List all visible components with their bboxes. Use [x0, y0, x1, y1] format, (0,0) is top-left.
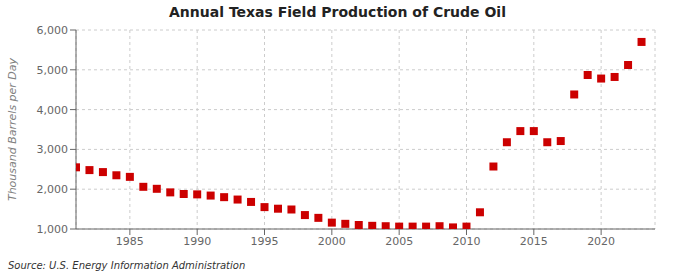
- html-text:Annual Texas Field Production: Annual Texas Field Production of Crude O…: [169, 4, 506, 20]
- html-text:Source: U.S. Energy Informatio: Source: U.S. Energy Information Administ…: [8, 260, 246, 271]
- svg-text:2010: 2010: [452, 235, 480, 248]
- svg-text:5,000: 5,000: [37, 64, 69, 77]
- svg-text:2020: 2020: [587, 235, 615, 248]
- svg-text:6,000: 6,000: [37, 24, 69, 37]
- svg-text:2015: 2015: [520, 235, 548, 248]
- svg-text:2005: 2005: [385, 235, 413, 248]
- svg-text:Thousand Barrels per Day: Thousand Barrels per Day: [8, 57, 19, 201]
- svg-text:1985: 1985: [116, 235, 144, 248]
- svg-text:2,000: 2,000: [37, 183, 69, 196]
- svg-text:1995: 1995: [251, 235, 279, 248]
- svg-text:1990: 1990: [183, 235, 211, 248]
- svg-text:2000: 2000: [318, 235, 346, 248]
- svg-text:4,000: 4,000: [37, 104, 69, 117]
- svg-text:3,000: 3,000: [37, 143, 69, 156]
- svg-text:1,000: 1,000: [37, 223, 69, 236]
